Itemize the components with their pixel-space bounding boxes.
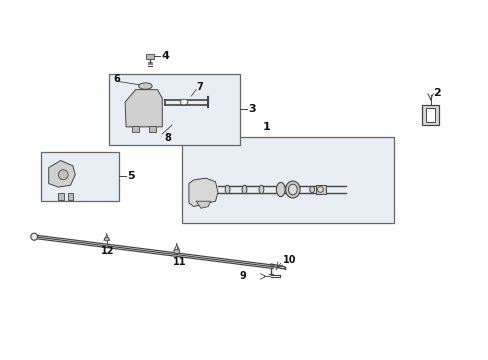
Bar xyxy=(315,185,325,194)
Bar xyxy=(41,152,119,201)
Ellipse shape xyxy=(317,187,323,192)
Polygon shape xyxy=(49,161,75,187)
Ellipse shape xyxy=(285,181,300,198)
Bar xyxy=(149,126,156,132)
Text: 6: 6 xyxy=(113,74,120,84)
Circle shape xyxy=(174,249,180,254)
Text: 10: 10 xyxy=(283,256,296,265)
Text: 11: 11 xyxy=(173,257,186,266)
Text: 5: 5 xyxy=(127,171,135,181)
Bar xyxy=(421,104,438,125)
Bar xyxy=(58,193,63,200)
Ellipse shape xyxy=(138,83,152,89)
Bar xyxy=(181,138,393,222)
Text: 2: 2 xyxy=(432,88,440,98)
Ellipse shape xyxy=(309,186,314,193)
Polygon shape xyxy=(196,201,210,208)
Text: 7: 7 xyxy=(196,82,203,92)
Polygon shape xyxy=(125,90,162,127)
Text: 8: 8 xyxy=(164,133,171,143)
Bar xyxy=(425,108,435,122)
Circle shape xyxy=(180,99,187,105)
Text: 3: 3 xyxy=(248,104,256,114)
Ellipse shape xyxy=(224,185,229,194)
Bar xyxy=(67,193,73,200)
Text: 9: 9 xyxy=(239,271,246,282)
Ellipse shape xyxy=(288,184,297,195)
Ellipse shape xyxy=(242,185,246,194)
Bar xyxy=(132,126,139,132)
Ellipse shape xyxy=(31,233,38,240)
Ellipse shape xyxy=(276,183,285,197)
Polygon shape xyxy=(188,178,218,207)
Circle shape xyxy=(104,238,109,241)
Text: 4: 4 xyxy=(161,51,169,61)
Ellipse shape xyxy=(58,170,68,180)
Bar xyxy=(109,74,239,145)
Bar xyxy=(146,54,154,59)
Ellipse shape xyxy=(259,185,264,194)
Text: 1: 1 xyxy=(262,122,270,132)
Text: 12: 12 xyxy=(101,246,114,256)
